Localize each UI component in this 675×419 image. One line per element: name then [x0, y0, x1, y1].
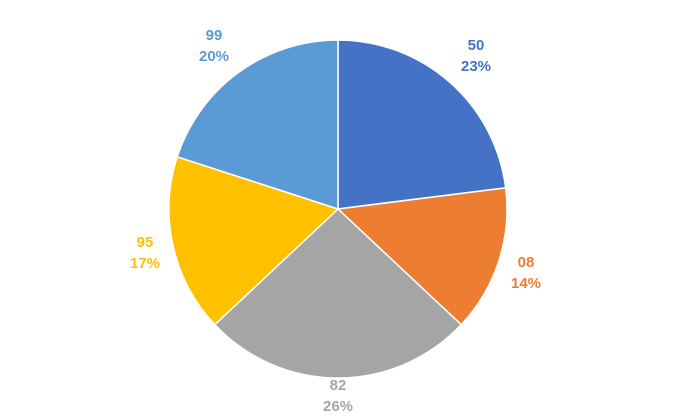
data-label-category-82: 82 [330, 377, 347, 394]
data-label-category-50: 50 [468, 37, 485, 54]
data-label-percent-99: 20% [199, 48, 229, 65]
data-label-percent-95: 17% [130, 255, 160, 272]
pie-slice-82 [213, 207, 463, 379]
data-label-category-08: 08 [518, 254, 535, 271]
data-label-percent-50: 23% [461, 58, 491, 75]
data-label-percent-08: 14% [511, 275, 541, 292]
pie-slice-08 [336, 186, 508, 326]
pie-data-labels: 50 23% 08 14% 82 26% 95 17% 99 20% [130, 27, 541, 415]
data-label-category-95: 95 [137, 234, 154, 251]
pie-slice-50 [337, 39, 507, 210]
pie-slice-95 [168, 155, 340, 326]
pie-slice-99 [176, 39, 339, 211]
pie-slices [168, 39, 508, 379]
data-label-percent-82: 26% [323, 398, 353, 415]
data-label-category-99: 99 [206, 27, 223, 44]
